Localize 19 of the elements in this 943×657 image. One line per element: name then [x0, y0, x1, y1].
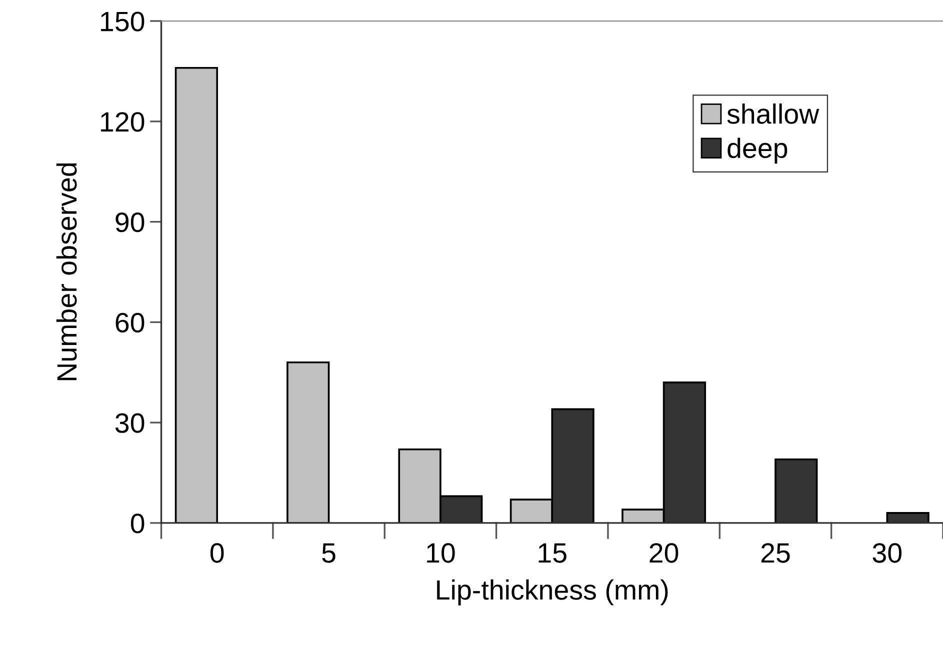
y-tick-label: 60: [116, 312, 144, 333]
y-tick-label: 120: [101, 112, 144, 132]
x-tick-label: 0: [210, 543, 224, 563]
legend-label: shallow: [727, 103, 820, 124]
bar: [286, 361, 330, 523]
y-tick-label: 30: [115, 413, 144, 433]
x-tick-label: 30: [872, 543, 902, 563]
x-axis-title: Lip-thickness (mm): [437, 579, 668, 606]
legend-label: deep: [728, 138, 788, 164]
x-tick-label: 25: [761, 543, 790, 563]
x-tick-label: 15: [538, 543, 566, 563]
y-axis-title: Number observed: [56, 163, 77, 380]
bar: [174, 66, 218, 523]
x-tick-label: 5: [322, 543, 336, 563]
y-tick-label: 150: [101, 12, 144, 32]
x-tick-label: 10: [427, 543, 455, 563]
y-tick-label: 90: [116, 212, 144, 232]
y-tick-label: 0: [130, 514, 144, 534]
x-tick-label: 20: [650, 543, 678, 563]
